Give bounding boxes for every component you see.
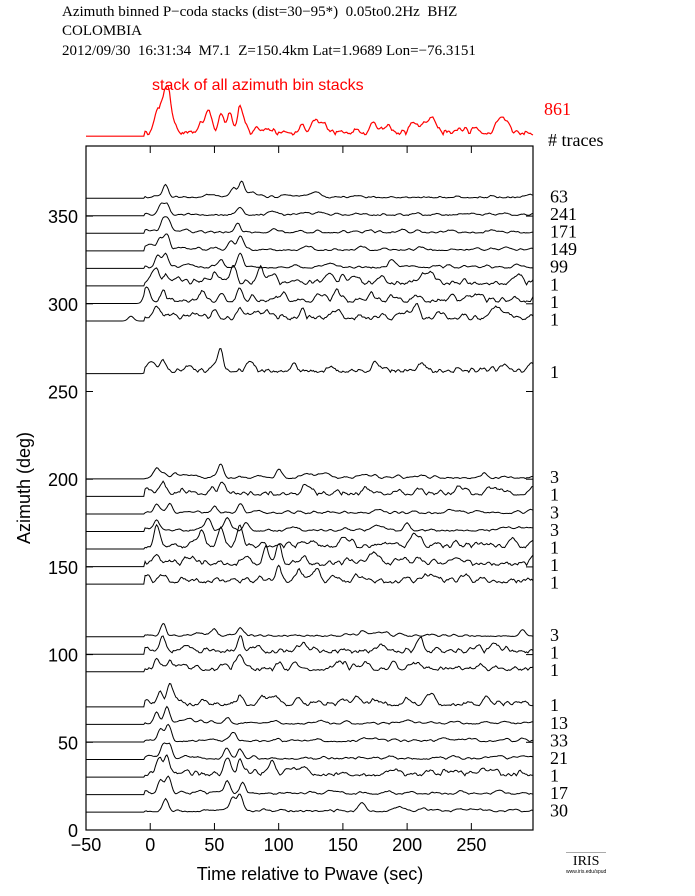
trace-count-label: 3	[550, 520, 559, 540]
trace-count-label: 1	[550, 555, 559, 575]
trace-az-170	[86, 516, 534, 532]
trace-az-350	[86, 202, 534, 217]
y-tick-label: 150	[48, 558, 78, 578]
y-axis-label: Azimuth (deg)	[14, 432, 34, 544]
trace-az-150	[86, 543, 534, 568]
x-tick-label: 150	[328, 835, 358, 855]
y-tick-label: 350	[48, 207, 78, 227]
trace-az-260	[86, 348, 534, 375]
stack-count: 861	[544, 99, 571, 119]
trace-count-label: 1	[550, 765, 559, 785]
y-tick-label: 50	[58, 733, 78, 753]
trace-count-label: 30	[550, 800, 568, 820]
stack-label: stack of all azimuth bin stacks	[152, 77, 364, 94]
trace-count-label: 1	[550, 485, 559, 505]
trace-az-30	[86, 754, 534, 778]
trace-count-label: 99	[550, 257, 568, 277]
trace-count-label: 171	[550, 222, 577, 242]
trace-az-60	[86, 705, 534, 725]
title-line-2: COLOMBIA	[62, 23, 143, 39]
iris-logo: IRIS www.iris.edu/spud	[566, 852, 607, 875]
trace-az-180	[86, 502, 534, 515]
trace-count-label: 1	[550, 292, 559, 312]
trace-count-label: 33	[550, 730, 568, 750]
trace-count-label: 149	[550, 239, 577, 259]
trace-count-label: 1	[550, 309, 559, 329]
trace-count-label: 1	[550, 660, 559, 680]
stack-trace-group	[86, 84, 534, 137]
title-line-3: 2012/09/30 16:31:34 M7.1 Z=150.4km Lat=1…	[62, 43, 476, 59]
trace-count-label: 3	[550, 625, 559, 645]
trace-count-label: 1	[550, 537, 559, 557]
y-tick-label: 250	[48, 383, 78, 403]
x-tick-label: 100	[264, 835, 294, 855]
trace-az-190	[86, 480, 534, 497]
trace-az-50	[86, 723, 534, 743]
trace-count-label: 3	[550, 502, 559, 522]
x-tick-label: 250	[456, 835, 486, 855]
trace-count-label: 1	[550, 274, 559, 294]
trace-count-label: 17	[550, 783, 568, 803]
trace-az-20	[86, 775, 534, 796]
trace-az-340	[86, 216, 534, 234]
trace-az-360	[86, 180, 534, 199]
x-axis-label: Time relative to Pwave (sec)	[197, 864, 423, 884]
trace-az-10	[86, 793, 534, 813]
trace-count-label: 1	[550, 643, 559, 663]
x-tick-label: 200	[392, 835, 422, 855]
y-tick-label: 300	[48, 295, 78, 315]
trace-az-200	[86, 463, 534, 480]
y-tick-label: 0	[68, 821, 78, 841]
iris-logo-url: www.iris.edu/spud	[566, 869, 607, 875]
trace-count-label: 1	[550, 572, 559, 592]
plot-frame	[85, 145, 534, 831]
trace-az-70	[86, 682, 533, 708]
trace-az-160	[86, 523, 534, 550]
title-line-1: Azimuth binned P−coda stacks (dist=30−95…	[62, 4, 458, 20]
trace-az-90	[86, 653, 534, 673]
trace-az-140	[86, 564, 534, 585]
trace-count-label: 1	[550, 362, 559, 382]
trace-count-label: 3	[550, 467, 559, 487]
y-tick-label: 100	[48, 646, 78, 666]
trace-count-label: 21	[550, 748, 568, 768]
trace-az-40	[86, 742, 534, 760]
trace-az-100	[86, 635, 534, 655]
x-tick-label: 50	[204, 835, 224, 855]
x-tick-label: 0	[145, 835, 155, 855]
trace-count-label: 241	[550, 204, 577, 224]
trace-az-320	[86, 252, 534, 269]
trace-az-110	[86, 622, 534, 638]
x-tick-label: −50	[71, 835, 102, 855]
trace-az-330	[86, 233, 534, 252]
trace-count-label: 13	[550, 713, 568, 733]
iris-logo-text: IRIS	[566, 852, 607, 869]
stack-trace	[86, 84, 534, 137]
trace-az-310	[86, 264, 534, 287]
traces-count-header: # traces	[548, 130, 603, 150]
y-tick-label: 200	[48, 470, 78, 490]
trace-az-290	[86, 303, 534, 322]
trace-count-label: 63	[550, 187, 568, 207]
trace-count-label: 1	[550, 695, 559, 715]
trace-az-300	[86, 286, 534, 304]
